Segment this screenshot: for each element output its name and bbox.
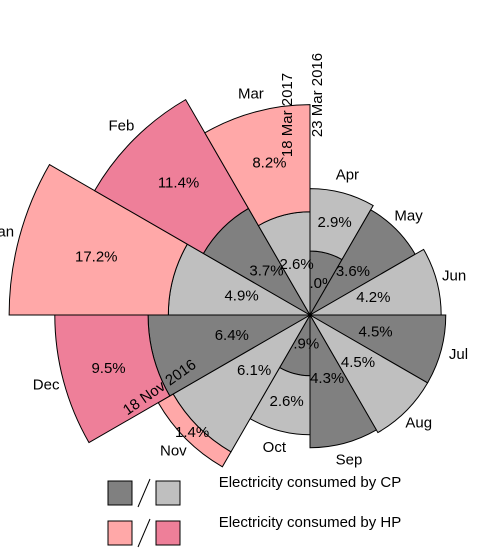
- value-label: 6.1%: [237, 362, 271, 379]
- value-label: 2.9%: [318, 214, 352, 231]
- legend-swatch: [107, 520, 133, 546]
- month-label: May: [394, 207, 423, 224]
- month-label: Aug: [405, 415, 432, 432]
- value-label: 4.5%: [358, 324, 392, 341]
- legend-swatch: [155, 480, 181, 506]
- value-label: 4.9%: [224, 288, 258, 305]
- legend-label: Electricity consumed by CP: [219, 474, 402, 491]
- segment: [93, 98, 250, 255]
- legend-slash: [137, 518, 151, 548]
- segment: [309, 313, 378, 449]
- legend-swatch: [107, 480, 133, 506]
- month-label: Jan: [0, 223, 14, 240]
- month-label: Jun: [442, 267, 466, 284]
- month-label: Oct: [263, 439, 287, 456]
- month-label: Mar: [238, 85, 264, 102]
- month-label: Jul: [449, 346, 468, 363]
- value-label: 4.3%: [310, 370, 344, 387]
- month-label: Nov: [160, 443, 187, 460]
- annotation: 23 Mar 2016: [309, 53, 326, 137]
- value-label: 6.4%: [215, 327, 249, 344]
- value-label: 11.4%: [158, 175, 199, 192]
- value-label: 3.6%: [336, 263, 370, 280]
- value-label: 2.6%: [270, 393, 304, 410]
- value-label: 9.5%: [91, 360, 125, 377]
- legend-label: Electricity consumed by HP: [219, 514, 402, 531]
- segment: [204, 104, 311, 227]
- value-label: 3.7%: [249, 262, 283, 279]
- annotation: 18 Mar 2017: [279, 73, 296, 157]
- value-label: 8.2%: [252, 155, 286, 172]
- legend-swatch: [155, 520, 181, 546]
- value-label: 4.5%: [341, 354, 375, 371]
- segment: [8, 163, 188, 316]
- segment: [308, 313, 429, 434]
- month-label: Apr: [336, 166, 359, 183]
- value-label: 4.2%: [356, 289, 390, 306]
- month-label: Sep: [336, 452, 363, 469]
- segment: [309, 188, 374, 261]
- month-label: Feb: [108, 117, 134, 134]
- legend-slash: [137, 478, 151, 508]
- value-label: 1.4%: [175, 424, 209, 441]
- month-label: Dec: [33, 377, 60, 394]
- value-label: 2.6%: [280, 256, 314, 273]
- segment: [54, 314, 171, 444]
- value-label: 17.2%: [75, 249, 118, 266]
